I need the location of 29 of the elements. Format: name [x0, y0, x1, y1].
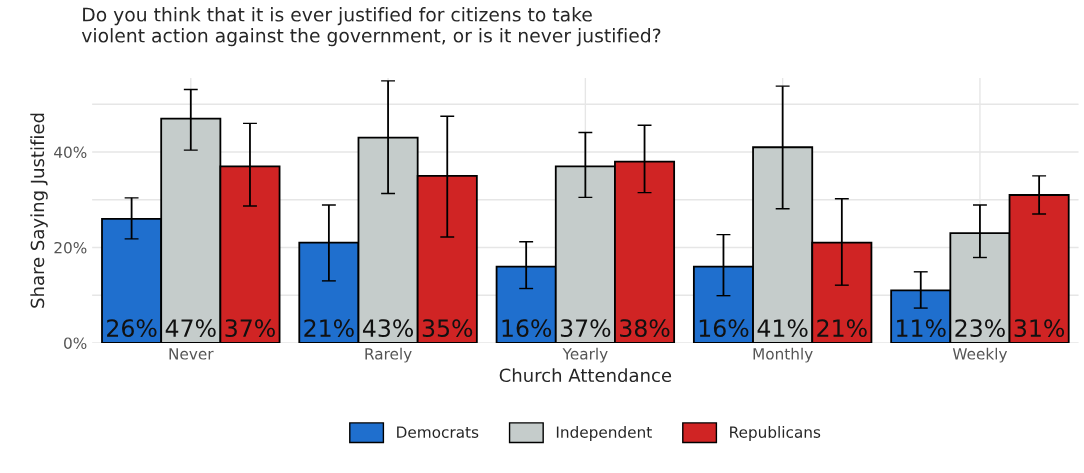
data-label: 37% [225, 319, 275, 338]
x-tick-label: Weekly [952, 347, 1008, 363]
data-label: 16% [502, 319, 552, 338]
data-label: 21% [304, 319, 354, 338]
data-label: 21% [817, 319, 867, 338]
data-label: 26% [107, 319, 157, 338]
y-tick-label: 0% [64, 337, 87, 349]
chart-title: Do you think that it is ever justified for citizens to take violent action against the government, or is it never justified? [81, 7, 661, 47]
x-tick-label: Never [169, 348, 214, 360]
y-axis-title: Share Saying Justified [30, 113, 48, 308]
data-label: 16% [699, 319, 749, 338]
y-tick-label: 20% [54, 241, 87, 254]
legend-label: Democrats [397, 426, 479, 438]
data-label: 31% [1014, 319, 1065, 338]
data-label: 23% [955, 319, 1005, 338]
data-label: 37% [560, 319, 611, 338]
data-label: 35% [422, 319, 473, 338]
data-label: 47% [165, 319, 216, 338]
x-tick-label: Monthly [753, 347, 813, 363]
data-label: 11% [897, 319, 946, 338]
legend-label: Republicans [730, 426, 821, 441]
data-label: 38% [620, 319, 670, 338]
x-tick-label: Yearly [562, 347, 608, 363]
data-label: 41% [757, 319, 808, 338]
legend-label: Independent [556, 426, 652, 441]
x-axis-title: Church Attendance [499, 368, 672, 383]
data-label: 43% [362, 319, 414, 338]
x-tick-label: Rarely [365, 347, 412, 363]
y-tick-label: 40% [54, 146, 87, 159]
